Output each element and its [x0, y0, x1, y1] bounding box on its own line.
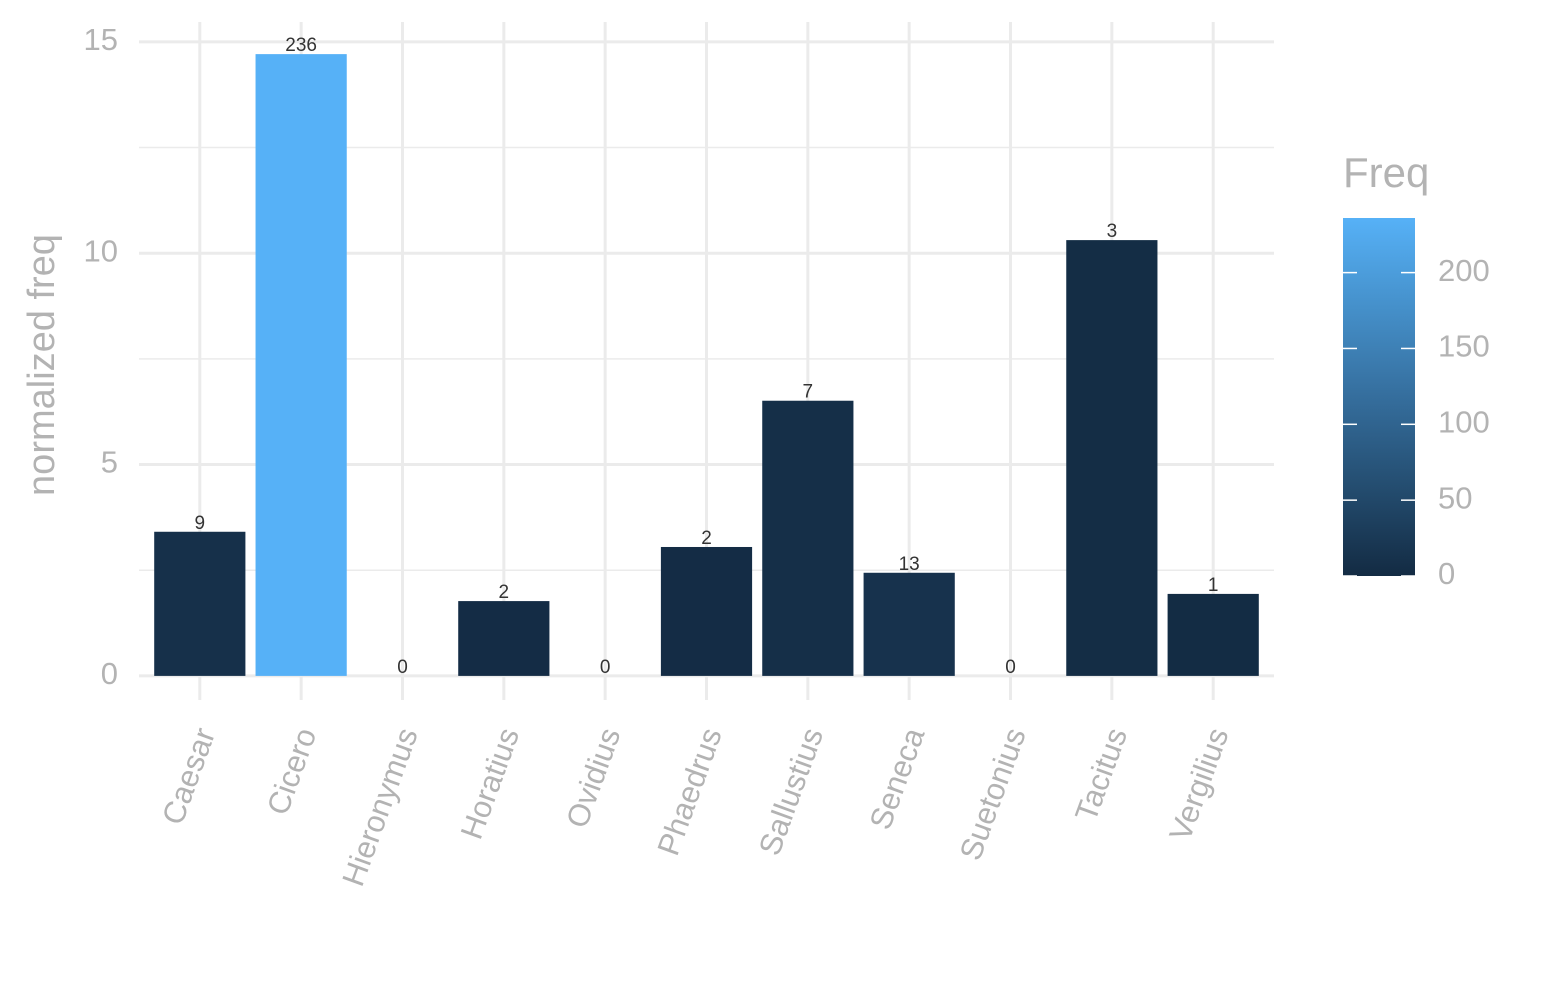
x-tick-label: Seneca — [863, 723, 932, 834]
colorbar-label: 50 — [1438, 480, 1472, 515]
x-tick-label: Phaedrus — [650, 723, 728, 860]
y-tick-label: 0 — [101, 656, 118, 691]
x-tick-label: Vergilius — [1162, 723, 1235, 845]
x-tick-label: Horatius — [454, 723, 526, 843]
bar — [762, 400, 854, 676]
data-label: 7 — [803, 382, 814, 403]
y-axis-title: normalized freq — [21, 234, 63, 496]
data-label: 13 — [899, 554, 920, 575]
data-label: 3 — [1107, 221, 1118, 242]
legend-title: Freq — [1343, 149, 1429, 196]
x-tick-label: Hieronymus — [335, 723, 424, 890]
bar — [1066, 240, 1158, 676]
data-label: 1 — [1208, 575, 1219, 596]
data-label: 0 — [397, 657, 408, 678]
y-tick-label: 15 — [84, 22, 118, 57]
y-tick-label: 5 — [101, 445, 118, 480]
bar — [154, 531, 246, 676]
x-tick-label: Cicero — [260, 723, 324, 819]
data-label: 9 — [195, 513, 206, 534]
x-tick-label: Ovidius — [559, 723, 627, 832]
colorbar-label: 0 — [1438, 556, 1455, 591]
x-tick-label: Caesar — [155, 723, 222, 829]
bar — [1167, 593, 1259, 676]
data-label: 2 — [701, 528, 712, 549]
y-tick-label: 10 — [84, 233, 118, 268]
bar — [255, 54, 347, 676]
bar — [863, 572, 955, 676]
data-label: 0 — [1005, 657, 1016, 678]
data-label: 2 — [499, 582, 510, 603]
colorbar-label: 150 — [1438, 329, 1490, 364]
x-tick-label: Suetonius — [953, 723, 1033, 865]
x-tick-label: Sallustius — [752, 723, 830, 860]
colorbar — [1343, 218, 1415, 576]
x-tick-label: Tacitus — [1068, 723, 1134, 826]
data-label: 236 — [285, 35, 317, 56]
data-label: 0 — [600, 657, 611, 678]
colorbar-label: 200 — [1438, 253, 1490, 288]
bar — [660, 546, 753, 676]
colorbar-label: 100 — [1438, 404, 1490, 439]
bar — [458, 601, 550, 676]
